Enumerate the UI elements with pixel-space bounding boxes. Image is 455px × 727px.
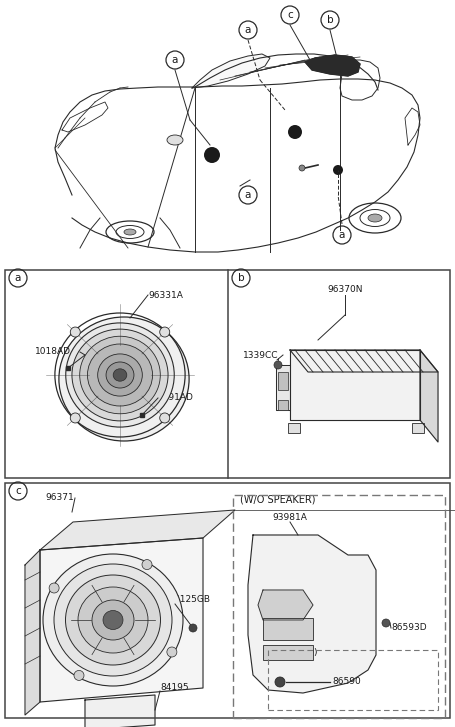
Text: c: c — [287, 10, 293, 20]
Polygon shape — [276, 365, 290, 410]
Circle shape — [142, 560, 152, 569]
Polygon shape — [192, 54, 270, 88]
Bar — [288, 423, 300, 433]
Circle shape — [333, 165, 343, 175]
Ellipse shape — [66, 575, 161, 665]
Polygon shape — [25, 550, 40, 715]
Circle shape — [274, 361, 282, 369]
Circle shape — [299, 165, 305, 171]
Ellipse shape — [72, 329, 168, 421]
Text: 1125GB: 1125GB — [175, 595, 211, 604]
Ellipse shape — [59, 317, 189, 441]
Circle shape — [189, 624, 197, 632]
Text: 96331A: 96331A — [148, 291, 183, 300]
Ellipse shape — [368, 214, 382, 222]
Bar — [278, 372, 288, 390]
Ellipse shape — [124, 229, 136, 235]
Circle shape — [70, 413, 80, 423]
Text: 1491AD: 1491AD — [158, 393, 194, 403]
Ellipse shape — [167, 135, 183, 145]
Polygon shape — [258, 590, 313, 620]
Text: 96371: 96371 — [45, 494, 74, 502]
Text: 93981A: 93981A — [273, 513, 308, 521]
Bar — [263, 645, 313, 660]
Circle shape — [160, 413, 170, 423]
Circle shape — [288, 125, 302, 139]
Bar — [233, 495, 445, 718]
Text: a: a — [245, 190, 251, 200]
Bar — [5, 270, 450, 478]
Text: a: a — [339, 230, 345, 240]
Text: 1018AD: 1018AD — [35, 348, 71, 356]
Polygon shape — [290, 350, 438, 372]
Text: 86593D: 86593D — [391, 624, 427, 632]
Polygon shape — [85, 695, 155, 727]
Text: 86590: 86590 — [332, 678, 361, 686]
Text: c: c — [15, 486, 21, 496]
Ellipse shape — [113, 369, 127, 381]
Bar — [263, 618, 313, 640]
Circle shape — [382, 619, 390, 627]
Text: 1339CC: 1339CC — [243, 350, 278, 359]
Ellipse shape — [66, 323, 174, 427]
Bar — [412, 423, 424, 433]
Polygon shape — [40, 510, 235, 550]
Polygon shape — [248, 535, 376, 693]
Ellipse shape — [80, 337, 160, 414]
Text: a: a — [245, 25, 251, 35]
Circle shape — [167, 647, 177, 657]
Circle shape — [160, 327, 170, 337]
Circle shape — [49, 583, 59, 593]
Polygon shape — [290, 350, 420, 420]
Ellipse shape — [92, 600, 134, 640]
Text: 84195: 84195 — [160, 683, 189, 693]
Ellipse shape — [103, 611, 123, 630]
Ellipse shape — [54, 564, 172, 676]
Circle shape — [275, 677, 285, 687]
Text: a: a — [15, 273, 21, 283]
Ellipse shape — [87, 344, 152, 406]
Ellipse shape — [106, 362, 134, 388]
Polygon shape — [40, 538, 203, 702]
Text: b: b — [238, 273, 244, 283]
Polygon shape — [420, 350, 438, 442]
Text: a: a — [172, 55, 178, 65]
Bar — [268, 650, 438, 710]
Ellipse shape — [43, 554, 183, 686]
Text: (W/O SPEAKER): (W/O SPEAKER) — [240, 495, 315, 505]
Circle shape — [70, 327, 80, 337]
Polygon shape — [305, 55, 360, 76]
Circle shape — [74, 670, 84, 680]
Bar — [5, 483, 450, 718]
Text: (-141210): (-141210) — [273, 648, 318, 657]
Circle shape — [204, 147, 220, 163]
Ellipse shape — [98, 354, 142, 396]
Bar — [278, 400, 288, 410]
Text: b: b — [327, 15, 334, 25]
Ellipse shape — [78, 587, 148, 653]
Text: 96370N: 96370N — [327, 286, 363, 294]
